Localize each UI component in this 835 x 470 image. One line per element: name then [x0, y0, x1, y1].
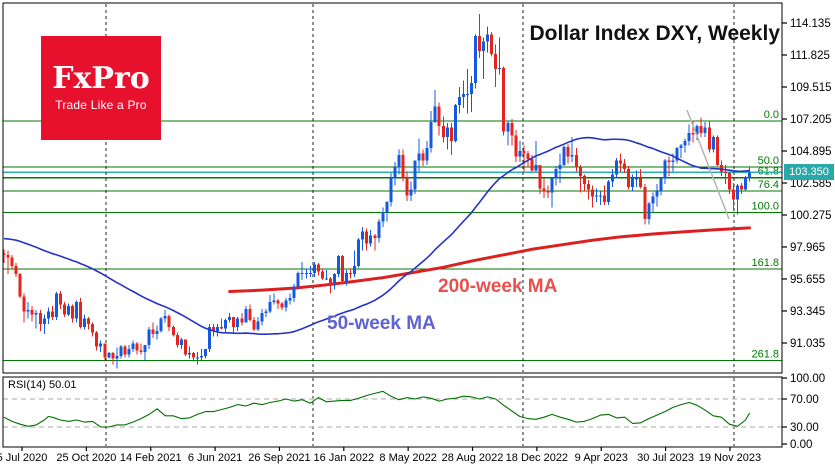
svg-text:8 May 2022: 8 May 2022 — [379, 452, 436, 464]
svg-text:25 Oct 2020: 25 Oct 2020 — [56, 452, 116, 464]
price-axis: 114.135 111.825 109.515 107.205 104.895 102.5… — [782, 18, 832, 350]
svg-text:104.895: 104.895 — [790, 146, 832, 158]
svg-text:26 Sep 2021: 26 Sep 2021 — [248, 452, 310, 464]
current-price-badge: 103.350 — [784, 164, 834, 180]
candlesticks — [2, 13, 752, 369]
rsi-indicator-label: RSI(14) 50.01 — [8, 379, 77, 391]
logo-tagline: Trade Like a Pro — [55, 98, 147, 112]
svg-text:100.0: 100.0 — [751, 201, 779, 213]
rsi-plot — [3, 390, 782, 428]
svg-text:97.965: 97.965 — [790, 242, 825, 254]
svg-text:91.035: 91.035 — [790, 338, 825, 350]
logo-name: FxPro — [52, 61, 150, 96]
svg-text:30.00: 30.00 — [790, 422, 819, 434]
svg-text:9 Apr 2023: 9 Apr 2023 — [575, 452, 628, 464]
svg-text:161.8: 161.8 — [751, 257, 779, 269]
svg-text:28 Aug 2022: 28 Aug 2022 — [442, 452, 504, 464]
svg-text:93.345: 93.345 — [790, 306, 825, 318]
svg-text:61.8: 61.8 — [758, 166, 779, 178]
panel-borders — [2, 2, 783, 448]
svg-text:6 Jun 2021: 6 Jun 2021 — [188, 452, 242, 464]
period-separators — [105, 4, 735, 446]
trendline — [686, 109, 730, 220]
svg-text:95.655: 95.655 — [790, 274, 825, 286]
svg-text:261.8: 261.8 — [751, 349, 779, 361]
svg-text:114.135: 114.135 — [790, 18, 831, 30]
svg-text:100.275: 100.275 — [790, 210, 832, 222]
svg-text:0.00: 0.00 — [790, 439, 812, 451]
svg-text:111.825: 111.825 — [790, 50, 830, 62]
svg-text:109.515: 109.515 — [790, 82, 832, 94]
rsi-axis: 100.00 70.00 30.00 0.00 — [782, 373, 825, 451]
svg-text:102.585: 102.585 — [790, 178, 832, 190]
svg-text:18 Dec 2022: 18 Dec 2022 — [506, 452, 568, 464]
fibonacci-levels: 0.0 50.061.876.4 100.0 161.8 261.8 — [3, 109, 782, 362]
ma50-line — [3, 136, 750, 336]
ma200-line — [228, 226, 752, 294]
svg-text:107.205: 107.205 — [790, 114, 832, 126]
ma200-label: 200-week MA — [438, 276, 558, 297]
ma50-label: 50-week MA — [327, 313, 436, 334]
svg-text:70.00: 70.00 — [790, 394, 819, 406]
svg-text:30 Jul 2023: 30 Jul 2023 — [637, 452, 694, 464]
date-axis: 5 Jul 2020 25 Oct 2020 14 Feb 2021 6 Jun 20… — [0, 447, 761, 464]
svg-text:0.0: 0.0 — [764, 109, 779, 121]
fxpro-logo: FxPro Trade Like a Pro — [41, 36, 161, 140]
svg-text:14 Feb 2021: 14 Feb 2021 — [120, 452, 182, 464]
svg-text:76.4: 76.4 — [758, 179, 779, 191]
chart-title: Dollar Index DXY, Weekly — [529, 22, 780, 45]
svg-text:5 Jul 2020: 5 Jul 2020 — [0, 452, 47, 464]
svg-text:19 Nov 2023: 19 Nov 2023 — [699, 452, 761, 464]
svg-text:50.0: 50.0 — [758, 155, 779, 167]
svg-text:16 Jan 2022: 16 Jan 2022 — [314, 452, 375, 464]
svg-text:100.00: 100.00 — [790, 373, 825, 385]
